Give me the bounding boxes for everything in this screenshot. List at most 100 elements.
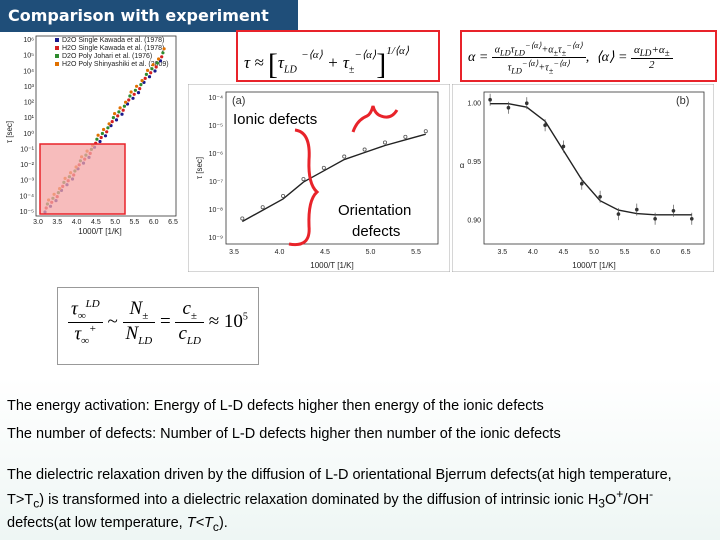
- left-data-point: [139, 83, 143, 87]
- left-data-point: [95, 137, 99, 141]
- left-data-point: [118, 106, 122, 110]
- panel-a-data-point: [281, 193, 286, 198]
- panel-a-frame: [225, 91, 439, 245]
- tau-ld-symbol: τ: [277, 53, 285, 72]
- energy-paragraph: The energy activation: Energy of L-D def…: [7, 398, 544, 414]
- panel-a-data-point: [260, 205, 265, 210]
- orientation-label: Orientation: [338, 202, 412, 219]
- alpha-avg-den: 2: [649, 59, 655, 72]
- alpha-avg-lhs: ⟨α⟩ =: [596, 50, 628, 66]
- alpha-equation-box: α = αLDτLD−⟨α⟩+α±τ±−⟨α⟩ τLD−⟨α⟩+τ±−⟨α⟩, ⟨…: [460, 30, 717, 82]
- left-data-point: [153, 69, 157, 73]
- left-data-point: [161, 51, 165, 55]
- panel-a-data-point: [362, 147, 367, 152]
- left-data-point: [128, 94, 132, 98]
- left-data-point: [102, 127, 106, 132]
- left-data-point: [127, 98, 131, 102]
- panel-a-data-point: [423, 129, 428, 134]
- experimental-data-plot: 10⁶ 10⁵ 10⁴ 10³ 10² 10¹ 10⁰ 10⁻¹ 10⁻² 10⁻³ 10⁻⁴ 10⁻…: [0, 32, 185, 237]
- left-ytick-label: 10⁻²: [20, 162, 34, 169]
- tau-approx-lhs: τ ≈: [244, 53, 264, 72]
- panel-a-fit-curve: [241, 133, 426, 223]
- panel-a-ytick-label: 10⁻⁶: [209, 151, 223, 158]
- panel-b-xtick-label: 3.5: [497, 249, 507, 256]
- left-ytick-label: 10⁻⁵: [20, 209, 34, 216]
- left-data-point: [160, 55, 164, 59]
- left-data-point: [111, 116, 115, 120]
- left-data-point: [106, 126, 110, 130]
- left-ytick-label: 10⁴: [23, 68, 34, 75]
- defects-label: defects: [352, 223, 401, 240]
- left-ytick-label: 10⁻³: [20, 178, 34, 185]
- legend-swatch: [55, 54, 59, 58]
- panel-b-data-point: [524, 101, 529, 105]
- panel-a-plot: 10⁻⁴ 10⁻⁵ 10⁻⁶ 10⁻⁷ 10⁻⁸ 10⁻⁹ 3.5 4.0 4.5 5.0 5.5…: [188, 84, 450, 272]
- panel-a-ytick-label: 10⁻⁸: [209, 207, 223, 214]
- left-data-point: [162, 47, 166, 51]
- legend-entry: D2O Single Kawada et al. (1978): [62, 37, 164, 44]
- left-data-point: [133, 88, 137, 92]
- left-data-point: [131, 96, 135, 100]
- left-data-point: [135, 84, 139, 88]
- left-xtick-label: 3.5: [52, 219, 62, 226]
- ionic-defects-label: Ionic defects: [233, 111, 318, 128]
- power-fraction: 1/⟨α⟩: [386, 45, 410, 57]
- left-data-point: [124, 100, 128, 104]
- alpha-lhs: α =: [468, 50, 489, 66]
- left-data-point: [98, 139, 102, 144]
- panel-b-plot: 1.00 0.95 0.90 3.5 4.0 4.5 5.0 5.5 6.0 6.5 1000/…: [452, 84, 714, 272]
- panel-a-tag: (a): [232, 95, 246, 107]
- panel-a-xtick-label: 5.5: [411, 249, 421, 256]
- panel-b-ytick-label: 1.00: [467, 101, 481, 108]
- tau-equation-box: τ ≈ [τLD −⟨α⟩ + τ±−⟨α⟩]1/⟨α⟩: [236, 30, 440, 82]
- left-plot-ylabel: τ [sec]: [5, 121, 14, 143]
- left-xtick-label: 5.5: [130, 219, 140, 226]
- left-data-point: [103, 134, 108, 138]
- panel-a-xtick-label: 5.0: [366, 249, 376, 256]
- panel-a-ytick-label: 10⁻⁹: [209, 235, 223, 242]
- left-data-point: [129, 90, 133, 94]
- panel-b-ytick-label: 0.90: [467, 218, 481, 225]
- panel-a-data-point: [342, 154, 347, 159]
- panel-a-ytick-label: 10⁻⁵: [209, 123, 223, 130]
- panel-b-xtick-label: 4.0: [528, 249, 538, 256]
- left-ytick-label: 10⁻⁴: [20, 193, 35, 200]
- panel-b-frame: [483, 91, 705, 245]
- left-data-point: [122, 104, 126, 108]
- highlight-region: [39, 143, 126, 215]
- left-data-point: [99, 135, 103, 140]
- panel-a-ylabel: τ [sec]: [195, 157, 204, 179]
- panel-a-data-point: [240, 216, 245, 221]
- panel-a-data-point: [382, 140, 387, 145]
- slide-title: Comparison with experiment: [0, 0, 298, 32]
- left-data-point: [96, 133, 100, 137]
- left-data-point: [154, 65, 158, 69]
- panel-b-data-point: [561, 144, 566, 149]
- legend-entry: D2O Poly Johari et al. (1976): [62, 53, 152, 60]
- left-data-point: [147, 75, 152, 79]
- legend-swatch: [55, 62, 59, 66]
- left-data-point: [120, 112, 124, 116]
- relaxation-paragraph: The dielectric relaxation driven by the …: [7, 467, 672, 534]
- panel-b-data-point: [689, 216, 694, 221]
- left-data-point: [136, 91, 141, 95]
- panel-b-data-point: [488, 97, 492, 102]
- left-data-point: [138, 87, 142, 91]
- left-data-point: [117, 110, 121, 114]
- orientation-brace: [288, 128, 320, 247]
- left-data-point: [157, 57, 161, 61]
- panel-b-data-point: [579, 181, 584, 186]
- panel-b-xtick-label: 5.0: [589, 249, 599, 256]
- left-data-point: [140, 79, 144, 83]
- left-ytick-label: 10⁶: [23, 37, 34, 44]
- left-data-point: [105, 130, 109, 134]
- legend-swatch: [55, 38, 59, 42]
- left-data-point: [121, 108, 125, 112]
- panel-b-data-point: [634, 207, 639, 212]
- left-ytick-label: 10²: [24, 100, 35, 107]
- left-data-point: [151, 63, 155, 67]
- left-xtick-label: 3.0: [33, 219, 43, 226]
- left-xtick-label: 4.5: [91, 219, 101, 226]
- panel-b-data-point: [598, 194, 602, 199]
- left-ytick-label: 10¹: [24, 115, 35, 122]
